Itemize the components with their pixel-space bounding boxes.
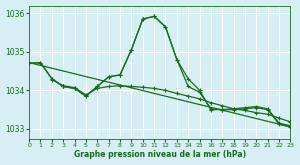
X-axis label: Graphe pression niveau de la mer (hPa): Graphe pression niveau de la mer (hPa) <box>74 150 246 159</box>
